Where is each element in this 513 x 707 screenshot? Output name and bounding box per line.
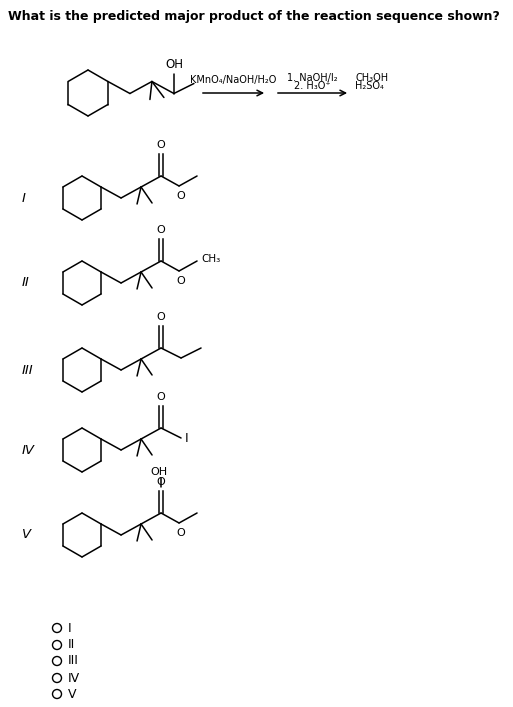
Text: II: II — [68, 638, 75, 651]
Text: KMnO₄/NaOH/H₂O: KMnO₄/NaOH/H₂O — [190, 75, 277, 85]
Text: CH₃: CH₃ — [201, 254, 220, 264]
Text: 2. H₃O⁺: 2. H₃O⁺ — [294, 81, 331, 91]
Text: OH: OH — [165, 57, 183, 71]
Text: V: V — [22, 529, 31, 542]
Text: O: O — [156, 392, 165, 402]
Text: IV: IV — [68, 672, 80, 684]
Text: 1. NaOH/I₂: 1. NaOH/I₂ — [287, 73, 338, 83]
Text: I: I — [22, 192, 26, 204]
Text: III: III — [22, 363, 34, 377]
Text: III: III — [68, 655, 79, 667]
Text: V: V — [68, 687, 76, 701]
Text: CH₃OH: CH₃OH — [355, 73, 388, 83]
Text: O: O — [156, 312, 165, 322]
Text: H₂SO₄: H₂SO₄ — [355, 81, 384, 91]
Text: O: O — [176, 528, 185, 538]
Text: OH: OH — [150, 467, 168, 477]
Text: O: O — [156, 477, 165, 487]
Text: II: II — [22, 276, 30, 289]
Text: I: I — [185, 431, 189, 445]
Text: O: O — [176, 276, 185, 286]
Text: I: I — [68, 621, 72, 634]
Text: O: O — [156, 225, 165, 235]
Text: O: O — [176, 191, 185, 201]
Text: O: O — [156, 140, 165, 150]
Text: IV: IV — [22, 443, 35, 457]
Text: What is the predicted major product of the reaction sequence shown?: What is the predicted major product of t… — [8, 10, 500, 23]
